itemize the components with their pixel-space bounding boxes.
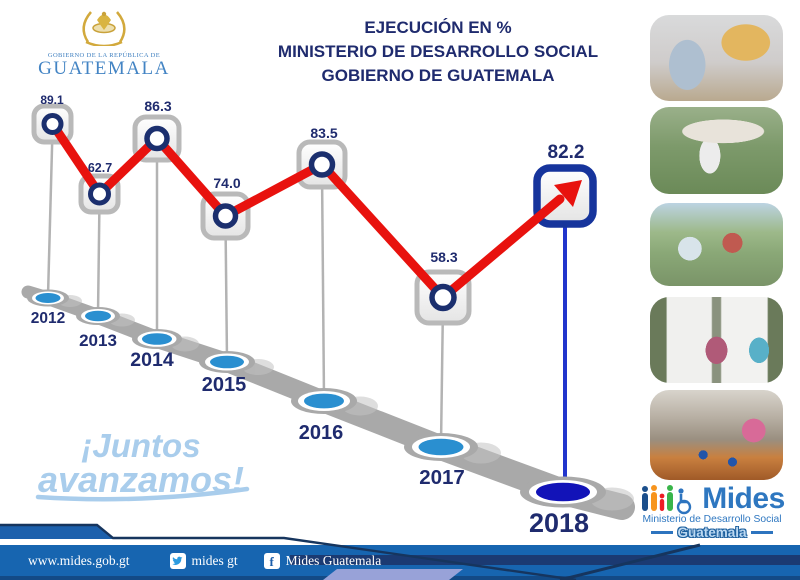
facebook-icon: f	[263, 553, 280, 569]
gov-caption-large: GUATEMALA	[38, 58, 170, 79]
mides-left-bar	[651, 531, 674, 534]
disc-2017	[404, 433, 478, 461]
value-2016: 83.5	[310, 125, 337, 141]
year-2015: 2015	[202, 374, 247, 396]
photo-woman-speaking-event	[650, 297, 783, 383]
point-rings	[41, 113, 457, 312]
disc-2013	[76, 307, 120, 325]
disc-2015	[199, 351, 255, 373]
mides-people-icon	[642, 485, 692, 515]
value-labels: 89.1 62.7 86.3 74.0 83.5 58.3 82.2	[40, 93, 584, 265]
footer-band	[0, 523, 800, 580]
gov-caption-small: GOBIERNO DE LA REPÚBLICA DE	[47, 52, 161, 59]
footer-periwinkle-accent	[323, 569, 463, 580]
facebook-page: Mides Guatemala	[285, 553, 382, 568]
photo-community-meal	[650, 390, 783, 480]
title-line-1: EJECUCIÓN EN %	[364, 18, 512, 37]
disc-2016	[291, 388, 357, 414]
mides-right-bar	[750, 531, 773, 534]
footer-diagonal-line-1	[0, 523, 577, 580]
disc-2018-highlight	[520, 476, 606, 508]
guatemala-government-logo: GOBIERNO DE LA REPÚBLICA DE GUATEMALA	[38, 4, 170, 78]
year-2017: 2017	[419, 466, 465, 489]
photo-officials-handshake	[650, 15, 783, 101]
title-line-3: GOBIERNO DE GUATEMALA	[321, 66, 555, 85]
value-2018: 82.2	[548, 142, 585, 163]
year-2018: 2018	[529, 508, 589, 538]
value-2014: 86.3	[144, 98, 171, 114]
twitter-handle: mides gt	[191, 553, 238, 568]
slogan-line-2: avanzamos!	[37, 459, 245, 500]
facebook-link[interactable]: f Mides Guatemala	[263, 553, 382, 569]
year-2014: 2014	[130, 349, 174, 371]
value-2015: 74.0	[213, 175, 240, 191]
value-2013: 62.7	[88, 161, 112, 175]
guatemala-crest-icon	[82, 11, 126, 48]
slogan-line-1: ¡Juntos	[81, 427, 201, 464]
website-link[interactable]: www.mides.gob.gt	[28, 553, 130, 568]
page-title: EJECUCIÓN EN % MINISTERIO DE DESARROLLO …	[268, 16, 608, 88]
slogan-underline-swoosh	[35, 486, 250, 502]
year-2013: 2013	[79, 331, 117, 350]
mides-subtitle: Ministerio de Desarrollo Social	[642, 514, 782, 525]
mides-country-text: Guatemala	[677, 525, 747, 540]
value-2017: 58.3	[430, 249, 457, 265]
timeline-discs	[27, 289, 606, 508]
year-2016: 2016	[299, 422, 344, 444]
title-line-2: MINISTERIO DE DESARROLLO SOCIAL	[277, 42, 599, 61]
photo-community-visit	[650, 107, 783, 194]
mides-brand-text: Mides	[702, 482, 785, 515]
trend-arrowhead-icon	[554, 180, 582, 207]
slogan: ¡Juntos avanzamos!	[30, 429, 252, 498]
disc-2014	[132, 329, 182, 349]
disc-shadows	[58, 295, 634, 511]
disc-2012	[27, 289, 69, 307]
drop-lines	[46, 129, 567, 490]
footer-links: www.mides.gob.gt mides gt f Mides Guatem…	[0, 549, 560, 573]
footer-left-tab	[0, 526, 113, 539]
twitter-link[interactable]: mides gt	[169, 553, 238, 569]
footer-diagonal-line-2	[559, 543, 701, 580]
mides-logo: Mides Ministerio de Desarrollo Social Gu…	[628, 483, 796, 540]
year-labels: 2012 2013 2014 2015 2016 2017 2018	[31, 310, 589, 538]
photo-outdoor-gathering	[650, 203, 783, 286]
year-2012: 2012	[31, 310, 65, 327]
twitter-icon	[169, 553, 186, 569]
value-2012: 89.1	[40, 93, 64, 107]
